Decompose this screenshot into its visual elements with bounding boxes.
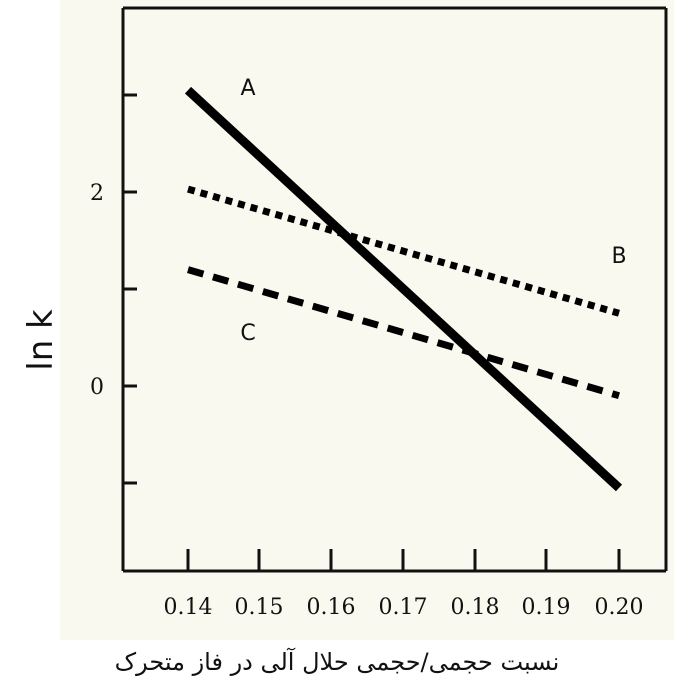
- axes: 0 2 0.14 0.15 0.16 0.17 0.18 0.19 0.20: [90, 6, 668, 620]
- series-label-b: B: [611, 244, 626, 269]
- x-tick-label: 0.19: [522, 595, 571, 620]
- x-tick-label: 0.18: [451, 595, 500, 620]
- series-b-line: [187, 185, 620, 317]
- y-tick-label: 0: [90, 375, 104, 400]
- series-layer: [184, 86, 623, 492]
- series-c-line: [187, 266, 620, 400]
- x-tick-label: 0.15: [235, 595, 284, 620]
- y-axis-label: ln k: [21, 309, 61, 371]
- series-a-line: [184, 86, 623, 492]
- x-axis-label: نسبت حجمی/حجمی حلال آلی در فاز متحرک: [114, 648, 560, 676]
- y-tick-label: 2: [90, 181, 104, 206]
- x-tick-label: 0.16: [307, 595, 356, 620]
- series-label-a: A: [240, 76, 255, 101]
- label-layer: A B C: [240, 76, 626, 346]
- x-tick-label: 0.20: [595, 595, 644, 620]
- x-tick-label: 0.17: [379, 595, 428, 620]
- series-label-c: C: [240, 321, 255, 346]
- x-tick-label: 0.14: [164, 595, 213, 620]
